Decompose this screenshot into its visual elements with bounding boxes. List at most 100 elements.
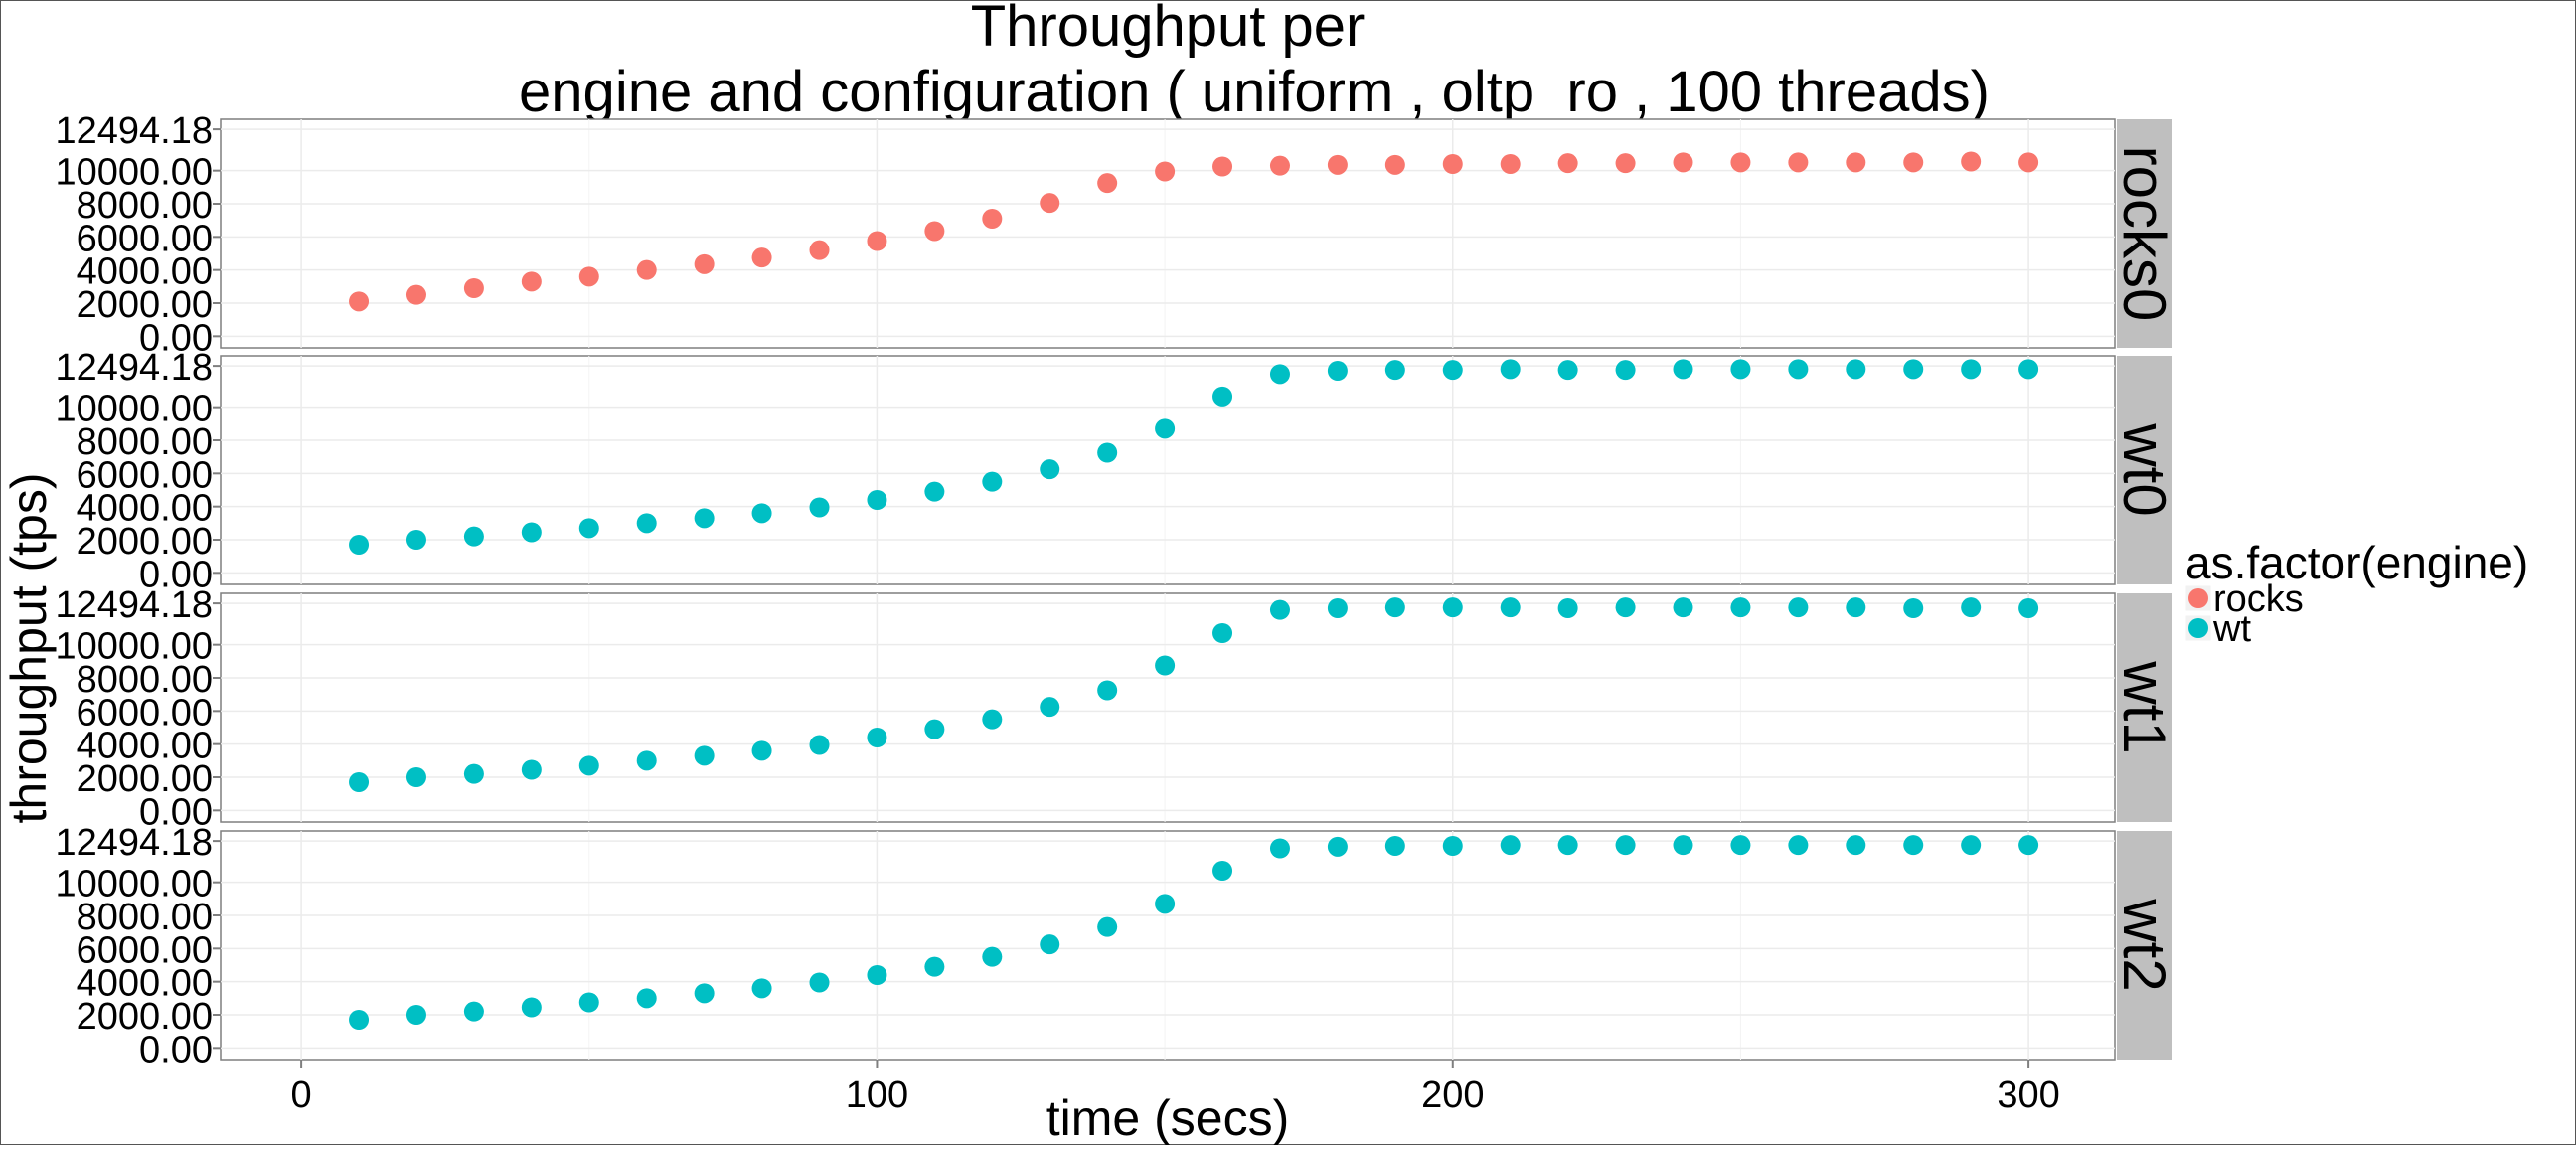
data-point (1903, 152, 1924, 173)
data-point (867, 965, 887, 985)
data-point (694, 745, 715, 766)
y-tick-label: 10000.00 (56, 864, 214, 905)
data-point (1730, 835, 1751, 856)
data-point (1500, 154, 1521, 174)
data-point (1615, 153, 1636, 174)
facet-strip (2117, 119, 2172, 348)
data-point (1673, 152, 1693, 173)
data-point (924, 481, 945, 502)
data-point (1557, 153, 1578, 174)
data-point (1961, 359, 1982, 380)
data-point (1212, 386, 1233, 407)
data-point (1040, 934, 1060, 955)
data-point (405, 1005, 426, 1025)
data-point (1730, 359, 1751, 380)
data-point (578, 266, 599, 287)
data-point (924, 719, 945, 739)
y-tick-label: 2000.00 (77, 758, 213, 800)
panel-frame (220, 830, 2116, 1061)
y-tick-label: 8000.00 (77, 421, 213, 463)
data-point (1673, 597, 1693, 618)
y-tick-label: 4000.00 (77, 963, 213, 1005)
data-point (1384, 597, 1405, 618)
data-point (809, 497, 830, 518)
legend-label-wt: wt (2212, 608, 2251, 650)
data-point (1961, 151, 1982, 172)
data-point (2018, 835, 2039, 856)
data-point (1040, 459, 1060, 480)
data-point (867, 490, 887, 510)
data-point (1269, 364, 1290, 385)
y-tick-label: 6000.00 (77, 929, 213, 971)
data-point (751, 978, 772, 999)
y-tick-label: 6000.00 (77, 454, 213, 496)
data-point (694, 508, 715, 529)
data-point (809, 240, 830, 260)
data-point (2018, 598, 2039, 618)
y-tick-label: 0.00 (139, 317, 213, 359)
data-point (1846, 359, 1866, 380)
data-point (1384, 154, 1405, 175)
data-point (751, 740, 772, 761)
data-point (1788, 835, 1809, 856)
data-point (1557, 835, 1578, 856)
x-tick-label: 300 (1997, 1074, 2059, 1116)
facet-strip-label: rocks0 (2111, 146, 2177, 322)
data-point (1327, 836, 1348, 857)
y-tick-label: 2000.00 (77, 996, 213, 1038)
data-point (349, 1010, 370, 1030)
facet-strip (2117, 356, 2172, 584)
x-tick-label: 200 (1421, 1074, 1484, 1116)
x-axis-label: time (secs) (1046, 1090, 1289, 1145)
data-point (1384, 836, 1405, 856)
y-tick-label: 6000.00 (77, 218, 213, 259)
y-tick-label: 12494.18 (56, 110, 214, 152)
data-point (1442, 154, 1463, 174)
data-point (809, 735, 830, 755)
data-point (809, 972, 830, 993)
y-tick-label: 4000.00 (77, 726, 213, 767)
data-point (982, 709, 1003, 730)
facet-strip-label: wt2 (2111, 898, 2177, 991)
data-point (694, 253, 715, 274)
data-point (1442, 360, 1463, 381)
data-point (1327, 154, 1348, 175)
data-point (1500, 597, 1521, 618)
data-point (349, 291, 370, 312)
data-point (1673, 835, 1693, 856)
data-point (1155, 161, 1176, 182)
y-tick-label: 4000.00 (77, 251, 213, 293)
data-point (1673, 359, 1693, 380)
data-point (694, 983, 715, 1004)
data-point (1846, 835, 1866, 856)
data-point (1269, 599, 1290, 620)
y-tick-label: 0.00 (139, 554, 213, 595)
facet-strip (2117, 831, 2172, 1060)
y-tick-label: 2000.00 (77, 284, 213, 326)
data-point (578, 755, 599, 776)
data-point (463, 1001, 484, 1022)
data-point (1615, 835, 1636, 856)
data-point (1846, 152, 1866, 173)
data-point (1903, 835, 1924, 856)
y-tick-label: 10000.00 (56, 389, 214, 430)
data-point (2018, 359, 2039, 380)
data-point (349, 535, 370, 555)
data-point (1788, 359, 1809, 380)
chart-title-line-2: engine and configuration ( uniform , olt… (519, 60, 1990, 124)
y-tick-label: 6000.00 (77, 692, 213, 734)
data-point (405, 530, 426, 550)
data-point (1384, 360, 1405, 381)
data-point (1557, 360, 1578, 381)
facet-strip (2117, 593, 2172, 822)
data-point (1500, 835, 1521, 856)
y-tick-label: 12494.18 (56, 584, 214, 626)
data-point (636, 988, 657, 1009)
data-point (521, 997, 542, 1018)
data-point (1097, 442, 1118, 463)
data-point (1155, 655, 1176, 676)
data-point (982, 471, 1003, 492)
data-point (1097, 916, 1118, 937)
